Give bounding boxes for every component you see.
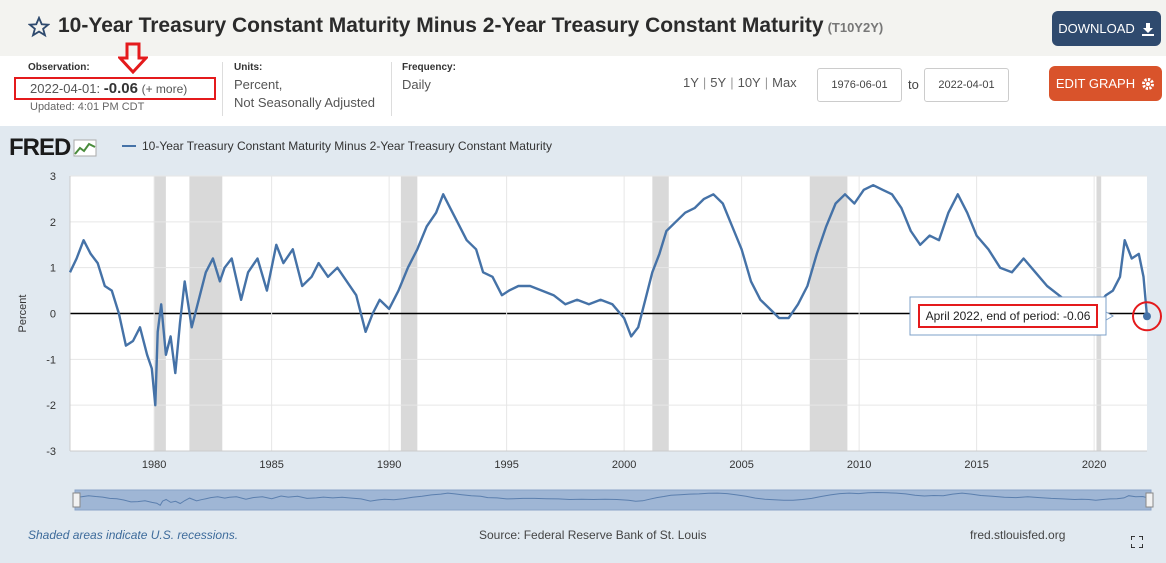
to-label: to <box>908 77 919 92</box>
navigator-bar <box>74 489 1152 511</box>
y-tick-label: 1 <box>50 263 56 275</box>
fred-logo-text: FRED <box>9 134 71 161</box>
units-label: Units: <box>234 62 263 73</box>
tooltip-pointer <box>1105 311 1115 321</box>
end-date-input[interactable]: 2022-04-01 <box>924 68 1009 102</box>
observation-number: -0.06 <box>103 80 138 97</box>
edit-graph-label: EDIT GRAPH <box>1055 76 1136 91</box>
red-down-arrow-icon <box>118 42 148 74</box>
download-icon <box>1141 22 1154 36</box>
range-5y[interactable]: 5Y <box>710 75 727 90</box>
frequency-block: Frequency: Daily <box>402 62 456 94</box>
y-tick-label: -2 <box>46 400 56 412</box>
units-block: Units: Percent, Not Seasonally Adjusted <box>234 62 375 112</box>
download-label: DOWNLOAD <box>1058 21 1135 36</box>
updated-time: Updated: 4:01 PM CDT <box>30 101 145 113</box>
range-max[interactable]: Max <box>772 75 797 90</box>
start-date-input[interactable]: 1976-06-01 <box>817 68 902 102</box>
units-line2: Not Seasonally Adjusted <box>234 95 375 110</box>
site-link[interactable]: fred.stlouisfed.org <box>970 528 1066 542</box>
divider <box>222 62 223 116</box>
y-tick-label: 3 <box>50 171 56 183</box>
observation-more-link[interactable]: (+ more) <box>141 82 188 96</box>
chart-legend: 10-Year Treasury Constant Maturity Minus… <box>122 139 552 153</box>
x-tick-label: 1990 <box>377 459 401 471</box>
frequency-value: Daily <box>402 77 431 92</box>
observation-block: Observation: <box>28 62 90 76</box>
page-title: 10-Year Treasury Constant Maturity Minus… <box>58 14 883 38</box>
tooltip-box <box>909 296 1107 336</box>
range-1y[interactable]: 1Y <box>683 75 699 90</box>
tooltip-highlight <box>918 304 1098 328</box>
legend-label: 10-Year Treasury Constant Maturity Minus… <box>142 139 552 153</box>
navigator-series <box>74 491 1152 506</box>
x-tick-label: 2005 <box>729 459 753 471</box>
gear-icon <box>1142 77 1155 90</box>
header-bar <box>0 0 1166 56</box>
recession-note: Shaded areas indicate U.S. recessions. <box>28 528 239 542</box>
fullscreen-icon[interactable] <box>1131 536 1143 548</box>
x-tick-label: 2010 <box>847 459 871 471</box>
title-text: 10-Year Treasury Constant Maturity Minus… <box>58 14 824 37</box>
navigator-handle-right[interactable] <box>1145 492 1154 508</box>
legend-swatch <box>122 145 136 147</box>
divider <box>391 62 392 116</box>
range-selector: 1Y | 5Y | 10Y | Max <box>683 75 797 90</box>
line-chart: -3 -2 -1 0 1 2 3 Percent 1980 1985 1990 1995 2000 20… <box>17 171 1162 511</box>
download-button[interactable]: DOWNLOAD <box>1052 11 1161 46</box>
x-tick-label: 1995 <box>494 459 518 471</box>
star-outline-icon[interactable] <box>28 16 50 38</box>
highlight-circle <box>1132 301 1162 332</box>
edit-graph-button[interactable]: EDIT GRAPH <box>1049 66 1162 101</box>
source-text: Source: Federal Reserve Bank of St. Loui… <box>479 528 707 542</box>
series-line <box>68 184 1149 407</box>
y-axis-label: Percent <box>17 295 29 333</box>
x-tick-label: 2000 <box>612 459 636 471</box>
series-code: (T10Y2Y) <box>827 20 884 35</box>
x-tick-label: 2015 <box>964 459 988 471</box>
range-10y[interactable]: 10Y <box>737 75 761 90</box>
tooltip-text: April 2022, end of period: -0.06 <box>926 309 1091 323</box>
last-point-marker <box>1143 312 1151 321</box>
x-tick-label: 1980 <box>142 459 166 471</box>
y-tick-label: -3 <box>46 446 56 458</box>
y-tick-label: 2 <box>50 217 56 229</box>
navigator-handle-left[interactable] <box>72 492 81 508</box>
x-tick-label: 2020 <box>1082 459 1106 471</box>
units-line1: Percent, <box>234 77 283 92</box>
y-tick-label: 0 <box>50 309 56 321</box>
fred-logo: FRED <box>9 134 97 162</box>
observation-value: 2022-04-01: -0.06 (+ more) <box>30 80 187 97</box>
frequency-label: Frequency: <box>402 62 456 73</box>
x-tick-label: 1985 <box>259 459 283 471</box>
observation-highlight <box>14 77 216 100</box>
observation-label: Observation: <box>28 62 90 73</box>
y-tick-label: -1 <box>46 354 56 366</box>
fred-logo-graph-icon <box>73 139 97 157</box>
observation-date: 2022-04-01: <box>30 81 101 96</box>
